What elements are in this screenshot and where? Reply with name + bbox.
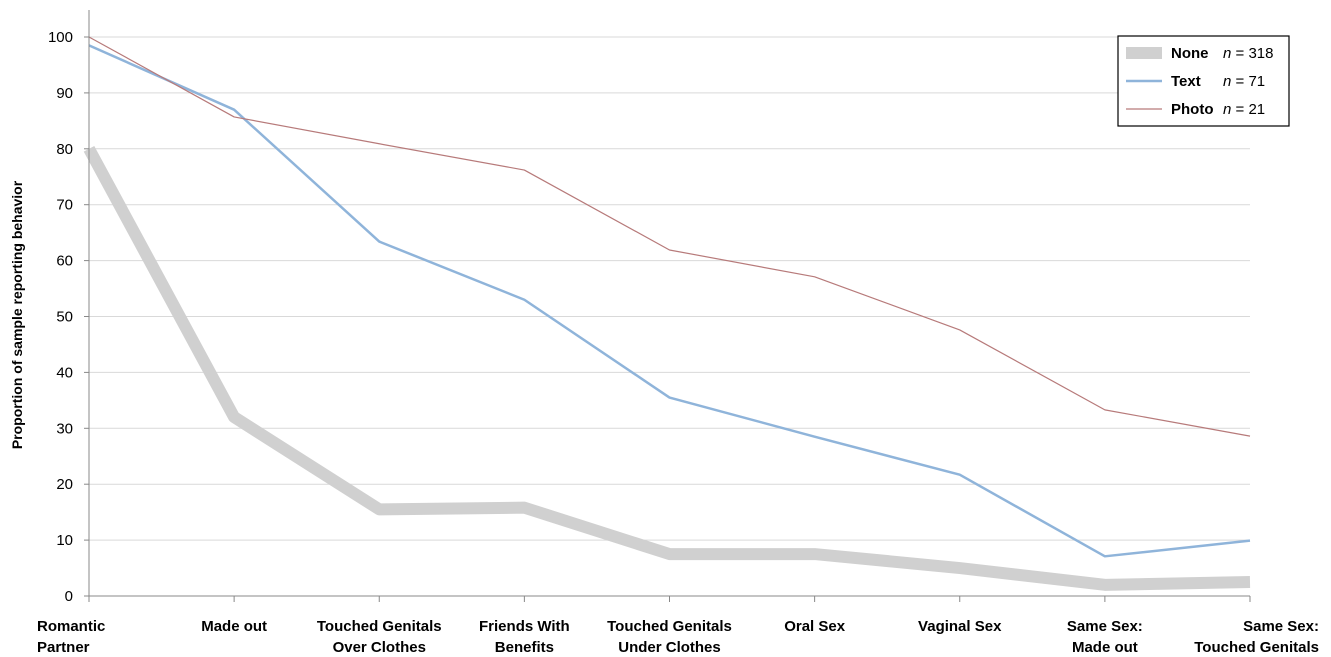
legend: None n = 318 Text n = 71 Photo n = 21: [1117, 35, 1290, 127]
series-line-photo: [88, 36, 1251, 437]
legend-sample-size: n = 21: [1223, 101, 1265, 118]
y-axis-title: Proportion of sample reporting behavior: [9, 180, 25, 449]
gridlines: [89, 36, 1250, 541]
legend-label: Text: [1171, 73, 1201, 90]
x-axis-labels: Romantic Partner Made out Touched Genitals O…: [37, 618, 1319, 656]
y-tick-label: 10: [56, 532, 73, 549]
y-tick-label: 70: [56, 197, 73, 214]
y-tick-label: 0: [65, 588, 73, 605]
y-tick-label: 90: [56, 85, 73, 102]
legend-sample-size: n = 71: [1223, 73, 1265, 90]
legend-sample-size: n = 318: [1223, 45, 1273, 62]
y-tick-label: 50: [56, 309, 73, 326]
y-tick-label: 20: [56, 476, 73, 493]
x-category-label: Touched Genitals Over Clothes: [317, 618, 442, 656]
x-category-label: Made out: [201, 618, 267, 635]
x-category-label: Same Sex: Made out: [1067, 618, 1143, 656]
x-category-label: Friends With Benefits: [479, 618, 570, 656]
y-tick-label: 40: [56, 364, 73, 381]
x-category-label: Same Sex: Touched Genitals: [1194, 618, 1319, 656]
series-line-none: [83, 145, 1251, 591]
y-axis-ticks: 0 10 20 30 40 50 60 70 80 90 100: [48, 29, 89, 605]
y-tick-label: 80: [56, 141, 73, 158]
y-tick-label: 60: [56, 253, 73, 270]
legend-label: Photo: [1171, 101, 1214, 118]
series-lines: [83, 36, 1251, 591]
x-category-label: Oral Sex: [784, 618, 846, 635]
y-tick-label: 100: [48, 29, 73, 46]
x-category-label: Touched Genitals Under Clothes: [607, 618, 732, 656]
legend-label: None: [1171, 45, 1209, 62]
x-category-label: Romantic Partner: [37, 618, 105, 656]
axes: [88, 10, 1251, 602]
y-tick-label: 30: [56, 420, 73, 437]
x-category-label: Vaginal Sex: [918, 618, 1002, 635]
